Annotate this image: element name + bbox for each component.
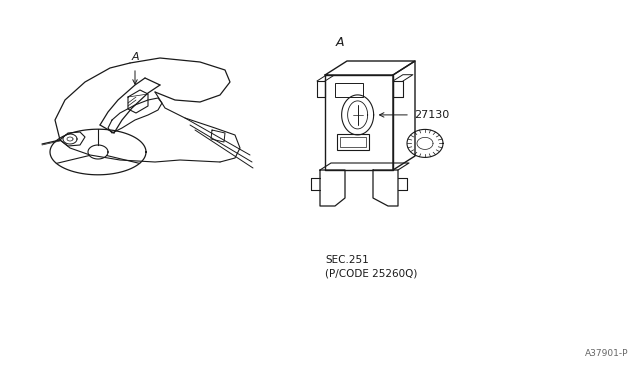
Text: 27130: 27130 — [414, 110, 449, 120]
Text: SEC.251: SEC.251 — [325, 255, 369, 265]
Bar — [335, 83, 363, 97]
Bar — [340, 137, 366, 147]
Text: (P/CODE 25260Q): (P/CODE 25260Q) — [325, 268, 417, 278]
Text: A37901-P: A37901-P — [584, 349, 628, 358]
Text: A: A — [131, 52, 139, 62]
Bar — [337, 134, 369, 150]
Text: A: A — [336, 35, 344, 48]
